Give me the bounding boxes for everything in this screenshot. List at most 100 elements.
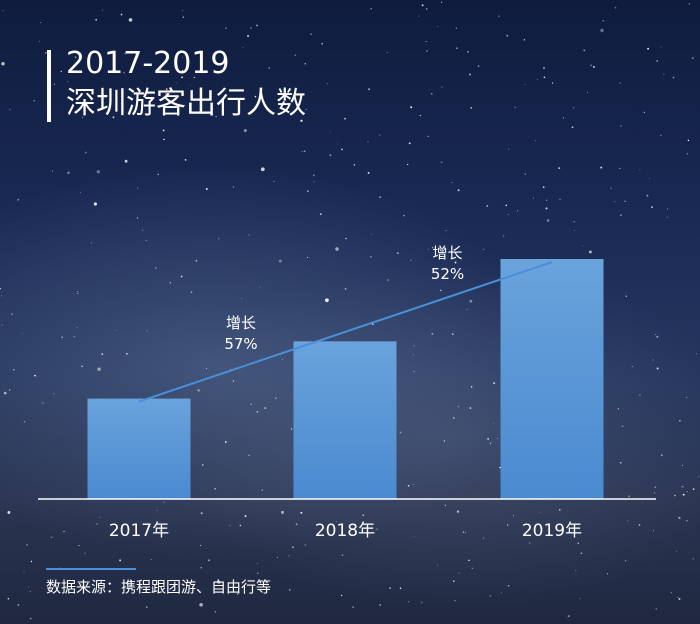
star: [625, 295, 627, 297]
star: [126, 352, 128, 355]
star: [79, 191, 81, 193]
star: [653, 492, 656, 494]
star: [620, 125, 622, 127]
star: [466, 50, 469, 53]
star: [408, 142, 411, 145]
star: [91, 242, 93, 244]
star: [386, 52, 388, 54]
star: [379, 196, 382, 198]
star: [477, 65, 480, 67]
star: [586, 92, 588, 94]
star: [619, 167, 621, 170]
star: [276, 557, 278, 559]
star: [506, 524, 509, 526]
star: [182, 9, 184, 11]
star: [655, 608, 657, 610]
star: [412, 483, 414, 485]
star: [686, 520, 688, 522]
star: [341, 554, 344, 556]
star: [523, 38, 526, 41]
star: [646, 194, 649, 197]
star: [200, 566, 203, 569]
star: [455, 27, 457, 29]
star: [559, 198, 561, 201]
star: [592, 65, 595, 68]
star: [430, 92, 433, 95]
star: [652, 359, 654, 361]
star: [614, 201, 616, 203]
star: [501, 592, 502, 594]
star: [93, 202, 97, 206]
star: [246, 34, 250, 38]
star: [462, 531, 465, 533]
star: [498, 15, 500, 17]
star: [310, 33, 312, 35]
star: [610, 187, 612, 190]
star: [96, 170, 100, 174]
star: [590, 64, 593, 67]
star: [571, 126, 574, 128]
star: [162, 129, 165, 132]
star: [508, 148, 510, 150]
star: [77, 291, 79, 292]
star: [458, 572, 460, 574]
star: [335, 520, 337, 522]
star: [39, 40, 41, 42]
star: [13, 368, 15, 371]
star: [437, 564, 439, 566]
star: [300, 511, 303, 514]
star: [40, 22, 42, 24]
star: [257, 572, 259, 574]
star: [60, 70, 62, 73]
star: [457, 405, 460, 408]
star: [506, 34, 509, 37]
star: [692, 558, 694, 560]
star: [95, 18, 98, 21]
star: [156, 509, 158, 511]
star: [236, 593, 239, 595]
star: [649, 178, 651, 179]
star: [686, 490, 688, 493]
star: [421, 4, 424, 7]
star: [457, 189, 460, 192]
star: [199, 602, 203, 607]
star: [150, 559, 152, 560]
star: [73, 335, 76, 338]
star: [304, 63, 306, 65]
growth-annotation: 57%: [224, 335, 257, 353]
star: [379, 604, 381, 606]
star: [123, 72, 125, 74]
star: [600, 166, 603, 169]
star: [607, 573, 609, 575]
star: [50, 536, 53, 539]
star: [582, 245, 584, 247]
growth-annotation: 52%: [431, 265, 464, 283]
star: [344, 288, 347, 290]
star: [232, 186, 235, 188]
star: [535, 140, 537, 142]
star: [524, 83, 526, 86]
star: [653, 530, 655, 532]
star: [413, 370, 415, 373]
star: [614, 6, 617, 9]
star: [368, 88, 371, 91]
star: [29, 617, 32, 620]
star: [551, 82, 554, 84]
star: [250, 403, 252, 406]
chart-title-line1: 2017-2019: [66, 46, 230, 81]
star: [229, 524, 231, 526]
star: [243, 129, 247, 133]
star: [78, 545, 80, 547]
star: [165, 92, 167, 95]
star: [22, 333, 24, 335]
star: [656, 367, 659, 370]
star: [145, 240, 147, 242]
star: [660, 454, 663, 457]
star: [303, 150, 306, 153]
star: [379, 134, 381, 136]
star: [440, 289, 442, 292]
star: [112, 116, 115, 119]
star: [399, 431, 402, 434]
star: [288, 555, 290, 557]
